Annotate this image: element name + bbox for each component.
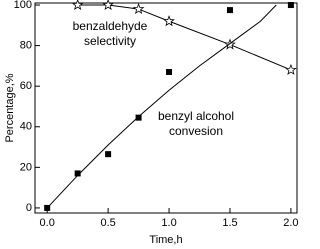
plot-frame (34, 2, 298, 214)
y-tick-label: 80 (20, 40, 32, 52)
star-marker (132, 2, 145, 15)
square-marker (166, 68, 173, 75)
x-tick-label: 2.0 (283, 217, 298, 229)
square-marker (135, 114, 142, 121)
y-tick-label: 0 (26, 202, 32, 214)
y-tick-label: 40 (20, 121, 32, 133)
annotation: benzaldehyde (73, 19, 148, 33)
x-tick-label: 1.0 (161, 217, 176, 229)
star-marker (163, 15, 175, 27)
star-marker (102, 0, 114, 10)
square-marker (74, 170, 81, 177)
x-tick-label: 1.5 (222, 217, 237, 229)
annotation: convesion (169, 124, 223, 138)
square-marker (44, 204, 51, 211)
annotation: selectivity (84, 34, 136, 48)
x-tick-label: 0.5 (100, 217, 115, 229)
chart: Time,h Percentage,% 0.0 0.5 1.0 1.5 2.0 0 20 40… (4, 0, 299, 246)
x-axis-label: Time,h (149, 234, 182, 246)
star-marker (285, 63, 297, 75)
y-tick-label: 100 (14, 0, 32, 11)
y-axis-label: Percentage,% (4, 73, 16, 142)
y-tick-label: 60 (20, 80, 32, 92)
series-line (46, 4, 277, 209)
y-tick-label: 20 (20, 161, 32, 173)
square-marker (105, 151, 112, 158)
star-marker (71, 0, 84, 10)
x-tick-label: 0.0 (40, 217, 55, 229)
square-marker (287, 2, 294, 9)
annotation: benzyl alcohol (158, 109, 234, 123)
series-line (77, 4, 292, 71)
square-marker (226, 7, 233, 14)
